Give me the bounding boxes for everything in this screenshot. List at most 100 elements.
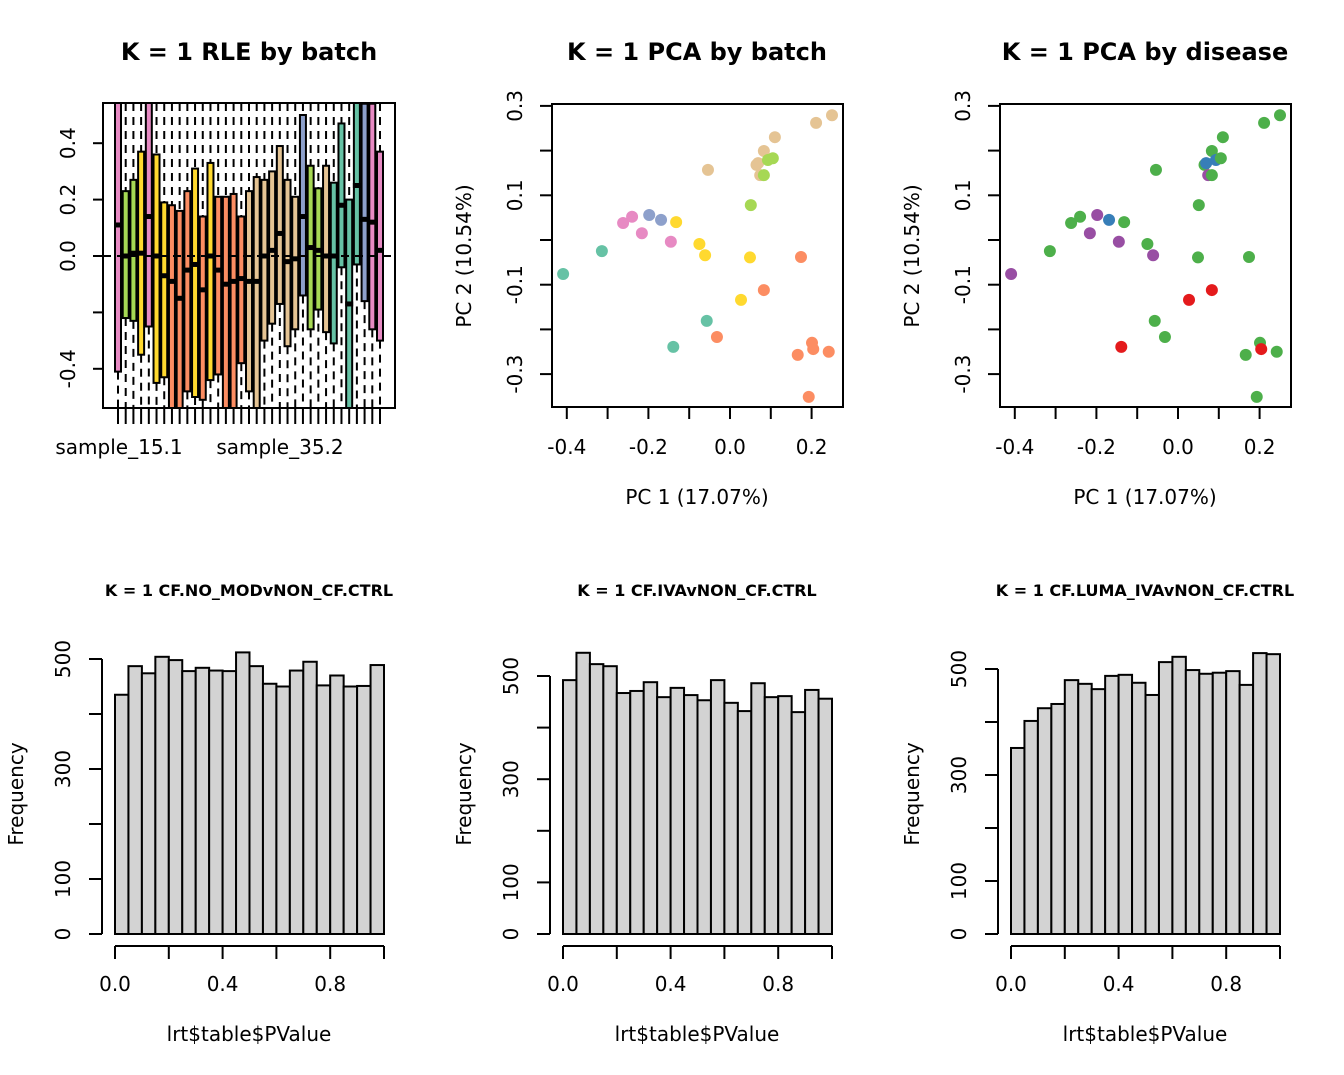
hist-bar [369, 664, 385, 935]
hist-bar [804, 688, 820, 935]
rle-box-body [329, 181, 338, 345]
hist-bar [208, 669, 224, 935]
hist-xtick-label: 0.8 [762, 972, 794, 996]
pca-point [670, 216, 683, 229]
rle-box [291, 103, 300, 408]
pca-batch-title: K = 1 PCA by batch [567, 38, 827, 66]
rle-box-body [206, 161, 215, 382]
rle-box [306, 103, 315, 408]
rle-box-body [368, 103, 377, 331]
hist-iva-ylabel: Frequency [452, 742, 476, 845]
hist-bar [1050, 702, 1066, 935]
pca-ytick-label: 0.1 [503, 179, 527, 211]
pca-point [1112, 235, 1125, 248]
hist-bar [288, 669, 305, 935]
rle-box [245, 103, 253, 408]
rle-box-body [191, 167, 200, 398]
hist-bar [615, 692, 632, 936]
rle-box [298, 103, 307, 408]
pca-point [1255, 343, 1268, 356]
hist-iva-panel: K = 1 CF.IVAvNON_CF.CTRL 0 100 300 500 0.0 0.… [452, 581, 833, 1046]
hist-ytick-label: 100 [51, 860, 75, 898]
pca-point [557, 267, 570, 280]
pca-point [1192, 199, 1205, 212]
rle-box [191, 103, 200, 408]
rle-ytick-label: 0.4 [56, 127, 80, 159]
rle-panel: K = 1 RLE by batch -0.4 0.0 0.2 0.4 sample_… [55, 38, 396, 459]
pca-point [701, 163, 714, 176]
rle-box [345, 103, 354, 408]
rle-box-body [129, 178, 138, 322]
hist-bar [1211, 671, 1228, 936]
pca-ytick-label: -0.1 [503, 265, 527, 304]
hist-bar [1131, 681, 1147, 936]
hist-bar [656, 696, 672, 935]
pca-batch-plot-frame [551, 103, 844, 408]
rle-box-body [352, 103, 361, 266]
rle-box [175, 103, 184, 408]
rle-box-body [214, 195, 223, 376]
pca-point [752, 157, 765, 170]
pca-point [794, 250, 807, 263]
pca-disease-panel: K = 1 PCA by disease -0.4 -0.2 0.0 0.2 -0.3 -… [900, 38, 1292, 509]
rle-box [167, 103, 176, 408]
pca-batch-ylabel: PC 2 (10.54%) [452, 184, 476, 327]
pca-xtick-label: 0.0 [714, 435, 746, 459]
hist-no-mod-title: K = 1 CF.NO_MODvNON_CF.CTRL [105, 581, 393, 600]
pca-xtick-label: -0.4 [547, 435, 586, 459]
hist-bar [140, 672, 157, 935]
pca-point [1205, 284, 1218, 297]
pca-xtick-label: -0.4 [995, 435, 1034, 459]
rle-box [214, 103, 223, 408]
pca-xtick-label: 0.2 [1244, 435, 1276, 459]
hist-bar [1104, 674, 1120, 935]
hist-bar [1157, 661, 1174, 935]
pca-point [1148, 314, 1161, 327]
rle-box-body [144, 103, 153, 328]
rle-box-body [114, 103, 122, 373]
pca-point [1205, 169, 1218, 182]
pca-point [1239, 348, 1252, 361]
pca-batch-xlabel: PC 1 (17.07%) [625, 485, 768, 509]
pca-point [743, 251, 756, 264]
hist-bar [575, 651, 591, 936]
rle-xtick-label-1: sample_15.1 [55, 435, 182, 459]
rle-box-body [337, 122, 346, 269]
hist-xtick-label: 0.8 [314, 972, 346, 996]
pca-point [1274, 109, 1286, 122]
pca-point [1270, 345, 1283, 358]
hist-no-mod-xlabel: lrt$table$PValue [167, 1022, 332, 1046]
rle-box-body [268, 170, 277, 325]
pca-point [710, 330, 723, 343]
hist-bar [329, 674, 345, 935]
rle-box-body [291, 195, 300, 331]
pca-point [757, 145, 770, 158]
pca-point [1083, 227, 1096, 240]
hist-ytick-label: 300 [499, 760, 523, 798]
pca-ytick-label: -0.1 [951, 265, 975, 304]
hist-xtick-label: 0.0 [547, 972, 579, 996]
pca-point [768, 131, 781, 144]
hist-ytick-label: 300 [51, 750, 75, 788]
pca-ytick-label: -0.3 [503, 355, 527, 394]
hist-bar [1117, 673, 1134, 936]
hist-bar [642, 681, 659, 936]
pca-point [667, 340, 680, 353]
pca-point [1242, 250, 1255, 263]
pca-point [1141, 238, 1154, 251]
hist-bar [342, 685, 359, 935]
rle-box [237, 103, 246, 408]
hist-ytick-label: 0 [499, 928, 523, 941]
rle-box-body [252, 176, 261, 408]
rle-box-body [345, 198, 354, 408]
pca-point [1200, 157, 1213, 170]
hist-bar [1265, 653, 1282, 935]
pca-point [1149, 163, 1162, 176]
rle-box [144, 103, 153, 408]
hist-bar [562, 679, 578, 935]
pca-point [791, 348, 804, 361]
rle-box [337, 103, 346, 408]
pca-ytick-label: 0.1 [951, 179, 975, 211]
rle-box [352, 103, 361, 408]
rle-box [183, 103, 192, 408]
